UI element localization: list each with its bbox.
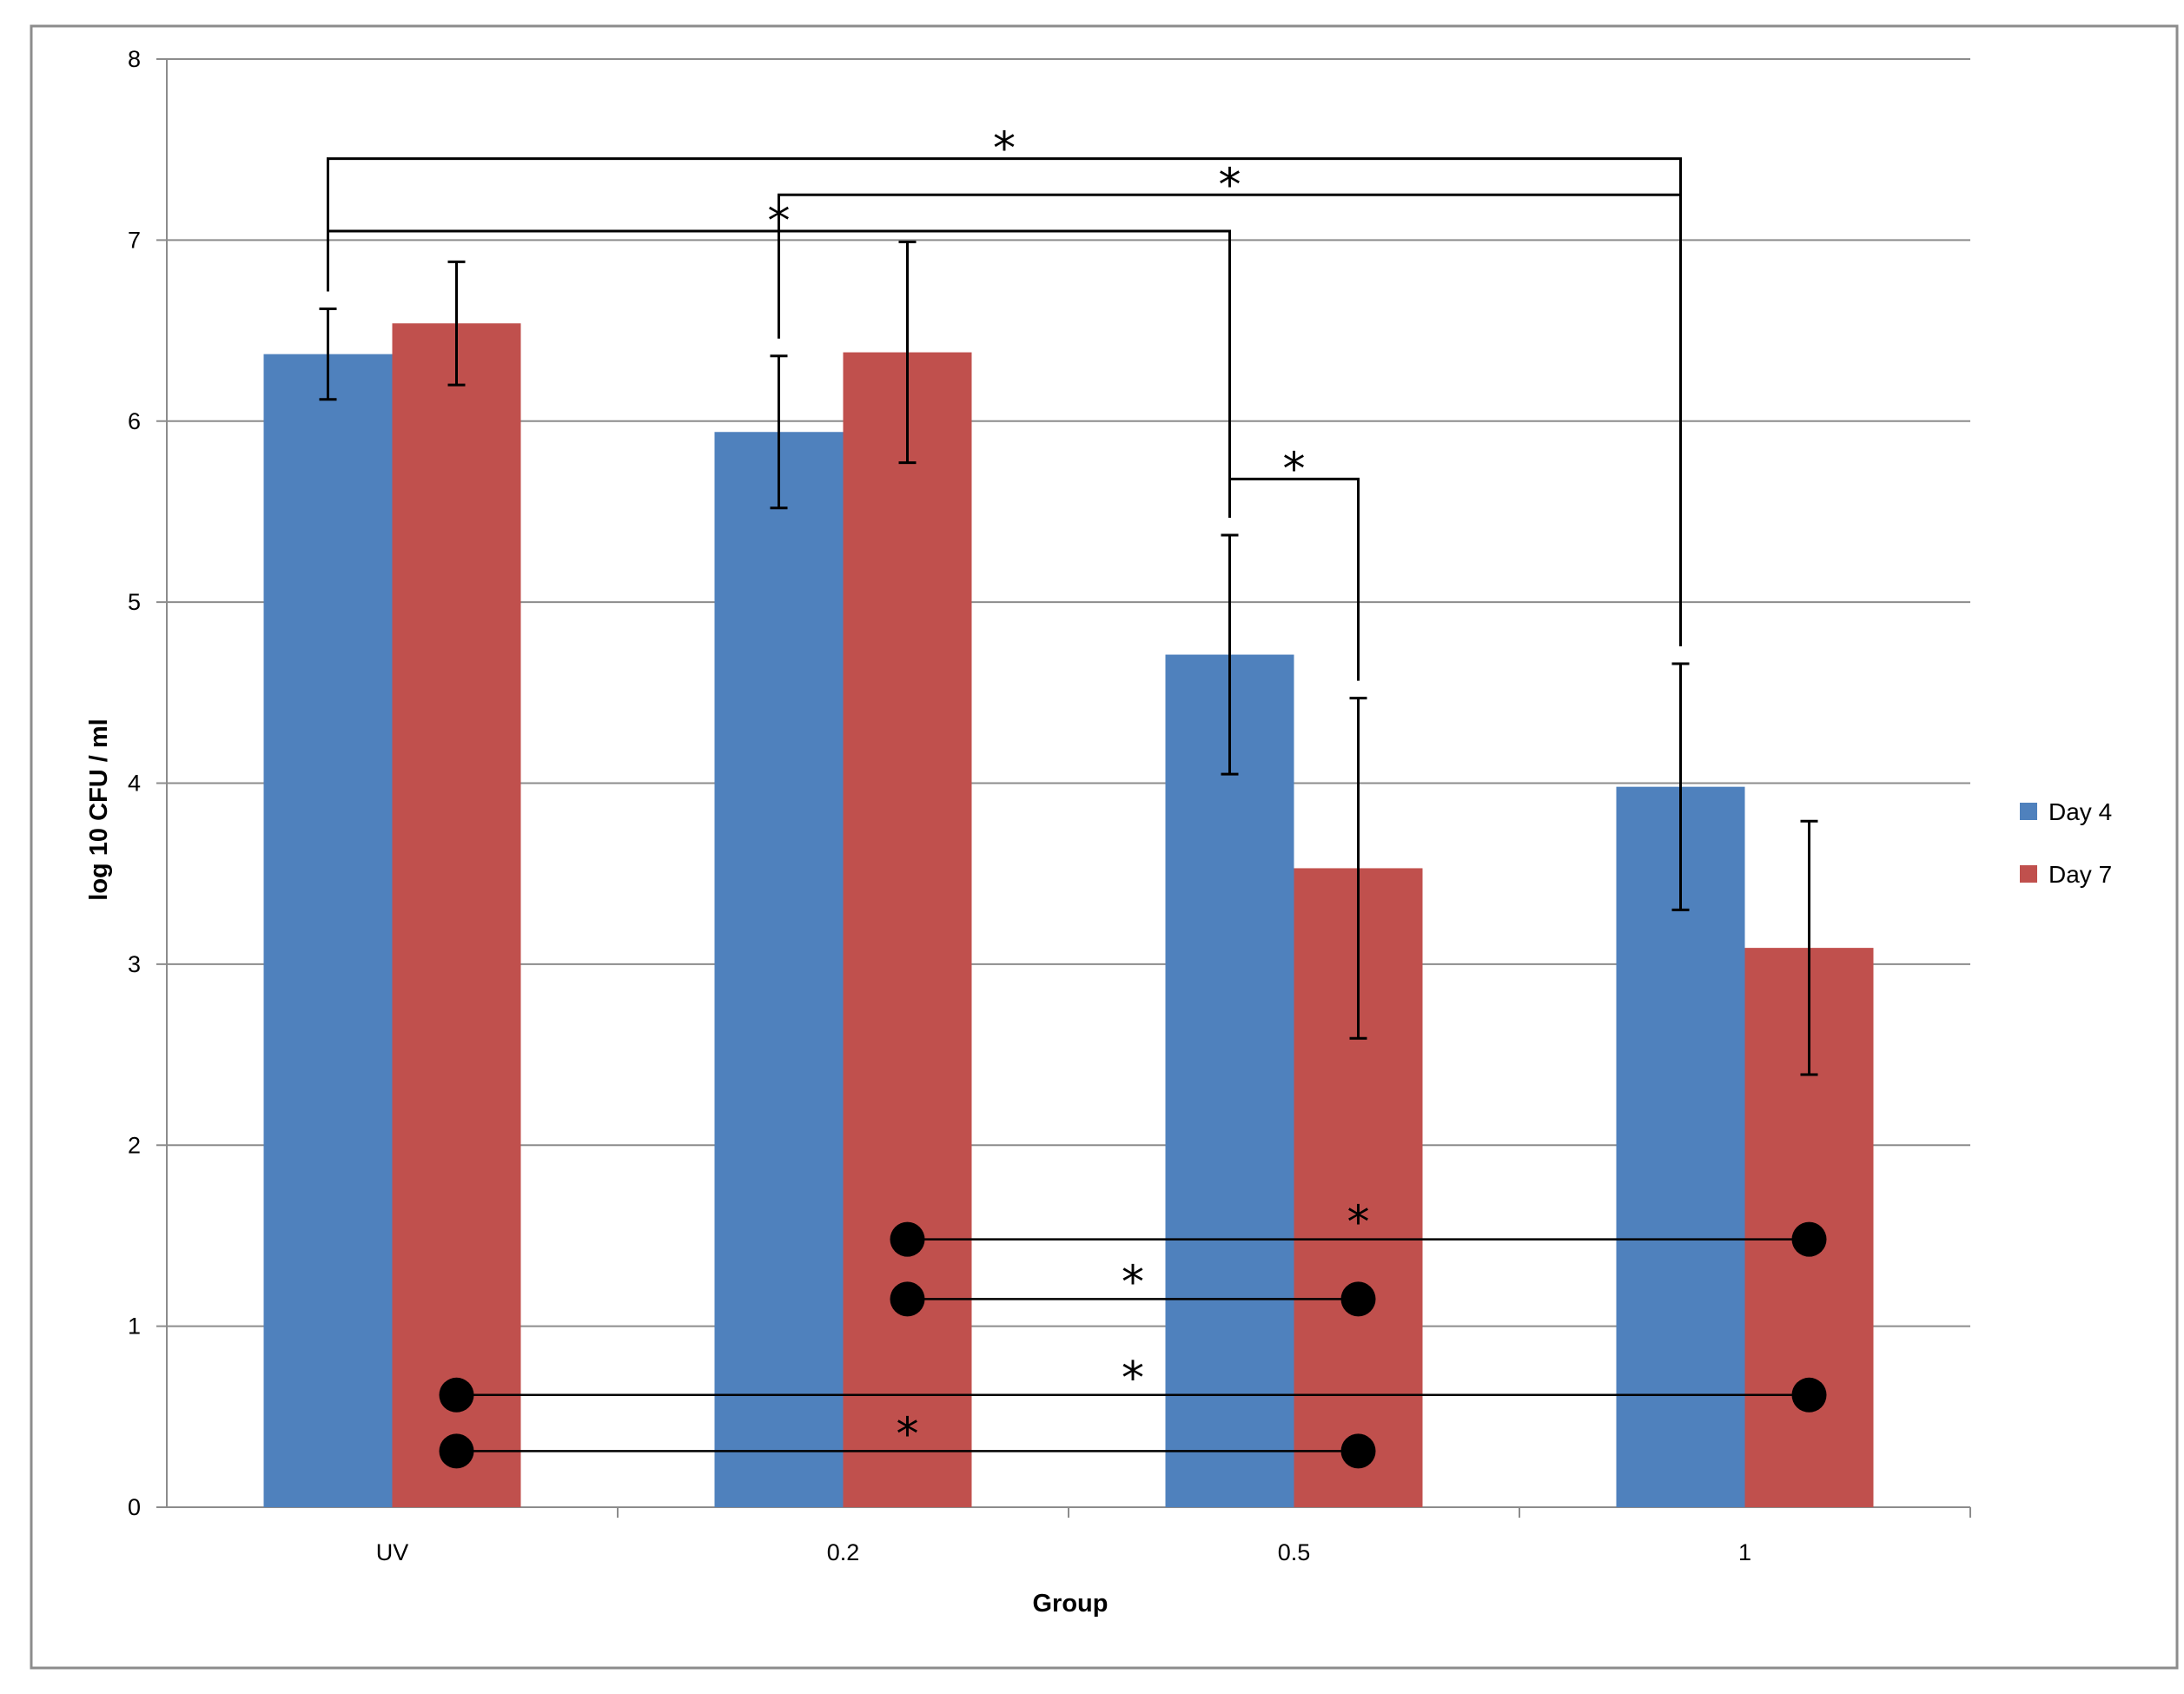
significance-dot <box>890 1281 925 1317</box>
y-tick-label: 4 <box>128 771 141 797</box>
significance-bracket <box>778 193 1682 646</box>
significance-star: * <box>1122 1256 1144 1308</box>
y-tick-label: 8 <box>128 46 141 72</box>
significance-star: * <box>1122 1353 1144 1405</box>
y-axis-title: log 10 CFU / ml <box>85 718 113 900</box>
y-tick-label: 1 <box>128 1314 141 1340</box>
bar <box>392 323 521 1507</box>
legend-label-day-4: Day 4 <box>2048 798 2112 825</box>
y-tick-label: 5 <box>128 589 141 615</box>
significance-star: * <box>897 1408 919 1460</box>
bar <box>1165 654 1294 1507</box>
legend-label-day-7: Day 7 <box>2048 861 2112 888</box>
tick-labels: 0 1 2 3 4 5 6 7 8 UV 0.2 0.5 1 <box>128 46 1751 1565</box>
significance-star: * <box>1219 159 1241 211</box>
significance-lines: * * * * <box>439 1197 1827 1469</box>
significance-dot <box>1340 1281 1376 1317</box>
significance-star: * <box>768 195 791 248</box>
y-tick-label: 3 <box>128 951 141 977</box>
x-tick-label: UV <box>376 1539 409 1565</box>
bar <box>714 432 844 1508</box>
x-tick-label: 0.2 <box>827 1539 860 1565</box>
y-tick-label: 7 <box>128 227 141 253</box>
significance-dot <box>1791 1221 1827 1257</box>
significance-bracket <box>327 229 1231 519</box>
significance-star: * <box>1283 443 1306 495</box>
significance-dot <box>1340 1433 1376 1469</box>
significance-brackets: * * * * <box>327 123 1682 681</box>
y-tick-label: 6 <box>128 408 141 434</box>
significance-dot <box>439 1377 474 1413</box>
x-tick-label: 0.5 <box>1278 1539 1311 1565</box>
significance-bracket <box>1228 477 1360 681</box>
significance-dot <box>439 1433 474 1469</box>
legend: Day 4 Day 7 <box>2020 798 2112 888</box>
significance-dot <box>1791 1377 1827 1413</box>
significance-dot <box>890 1221 925 1257</box>
bars <box>263 323 1874 1508</box>
y-tick-label: 2 <box>128 1132 141 1158</box>
error-bars <box>319 240 1818 1076</box>
x-axis-title: Group <box>1033 1590 1109 1618</box>
legend-swatch-day-4 <box>2020 803 2037 820</box>
x-tick-label: 1 <box>1738 1539 1751 1565</box>
legend-swatch-day-7 <box>2020 865 2037 883</box>
y-tick-label: 0 <box>128 1494 141 1520</box>
bar <box>263 354 393 1507</box>
significance-star: * <box>993 123 1016 175</box>
bar <box>843 352 972 1507</box>
significance-star: * <box>1347 1197 1370 1249</box>
